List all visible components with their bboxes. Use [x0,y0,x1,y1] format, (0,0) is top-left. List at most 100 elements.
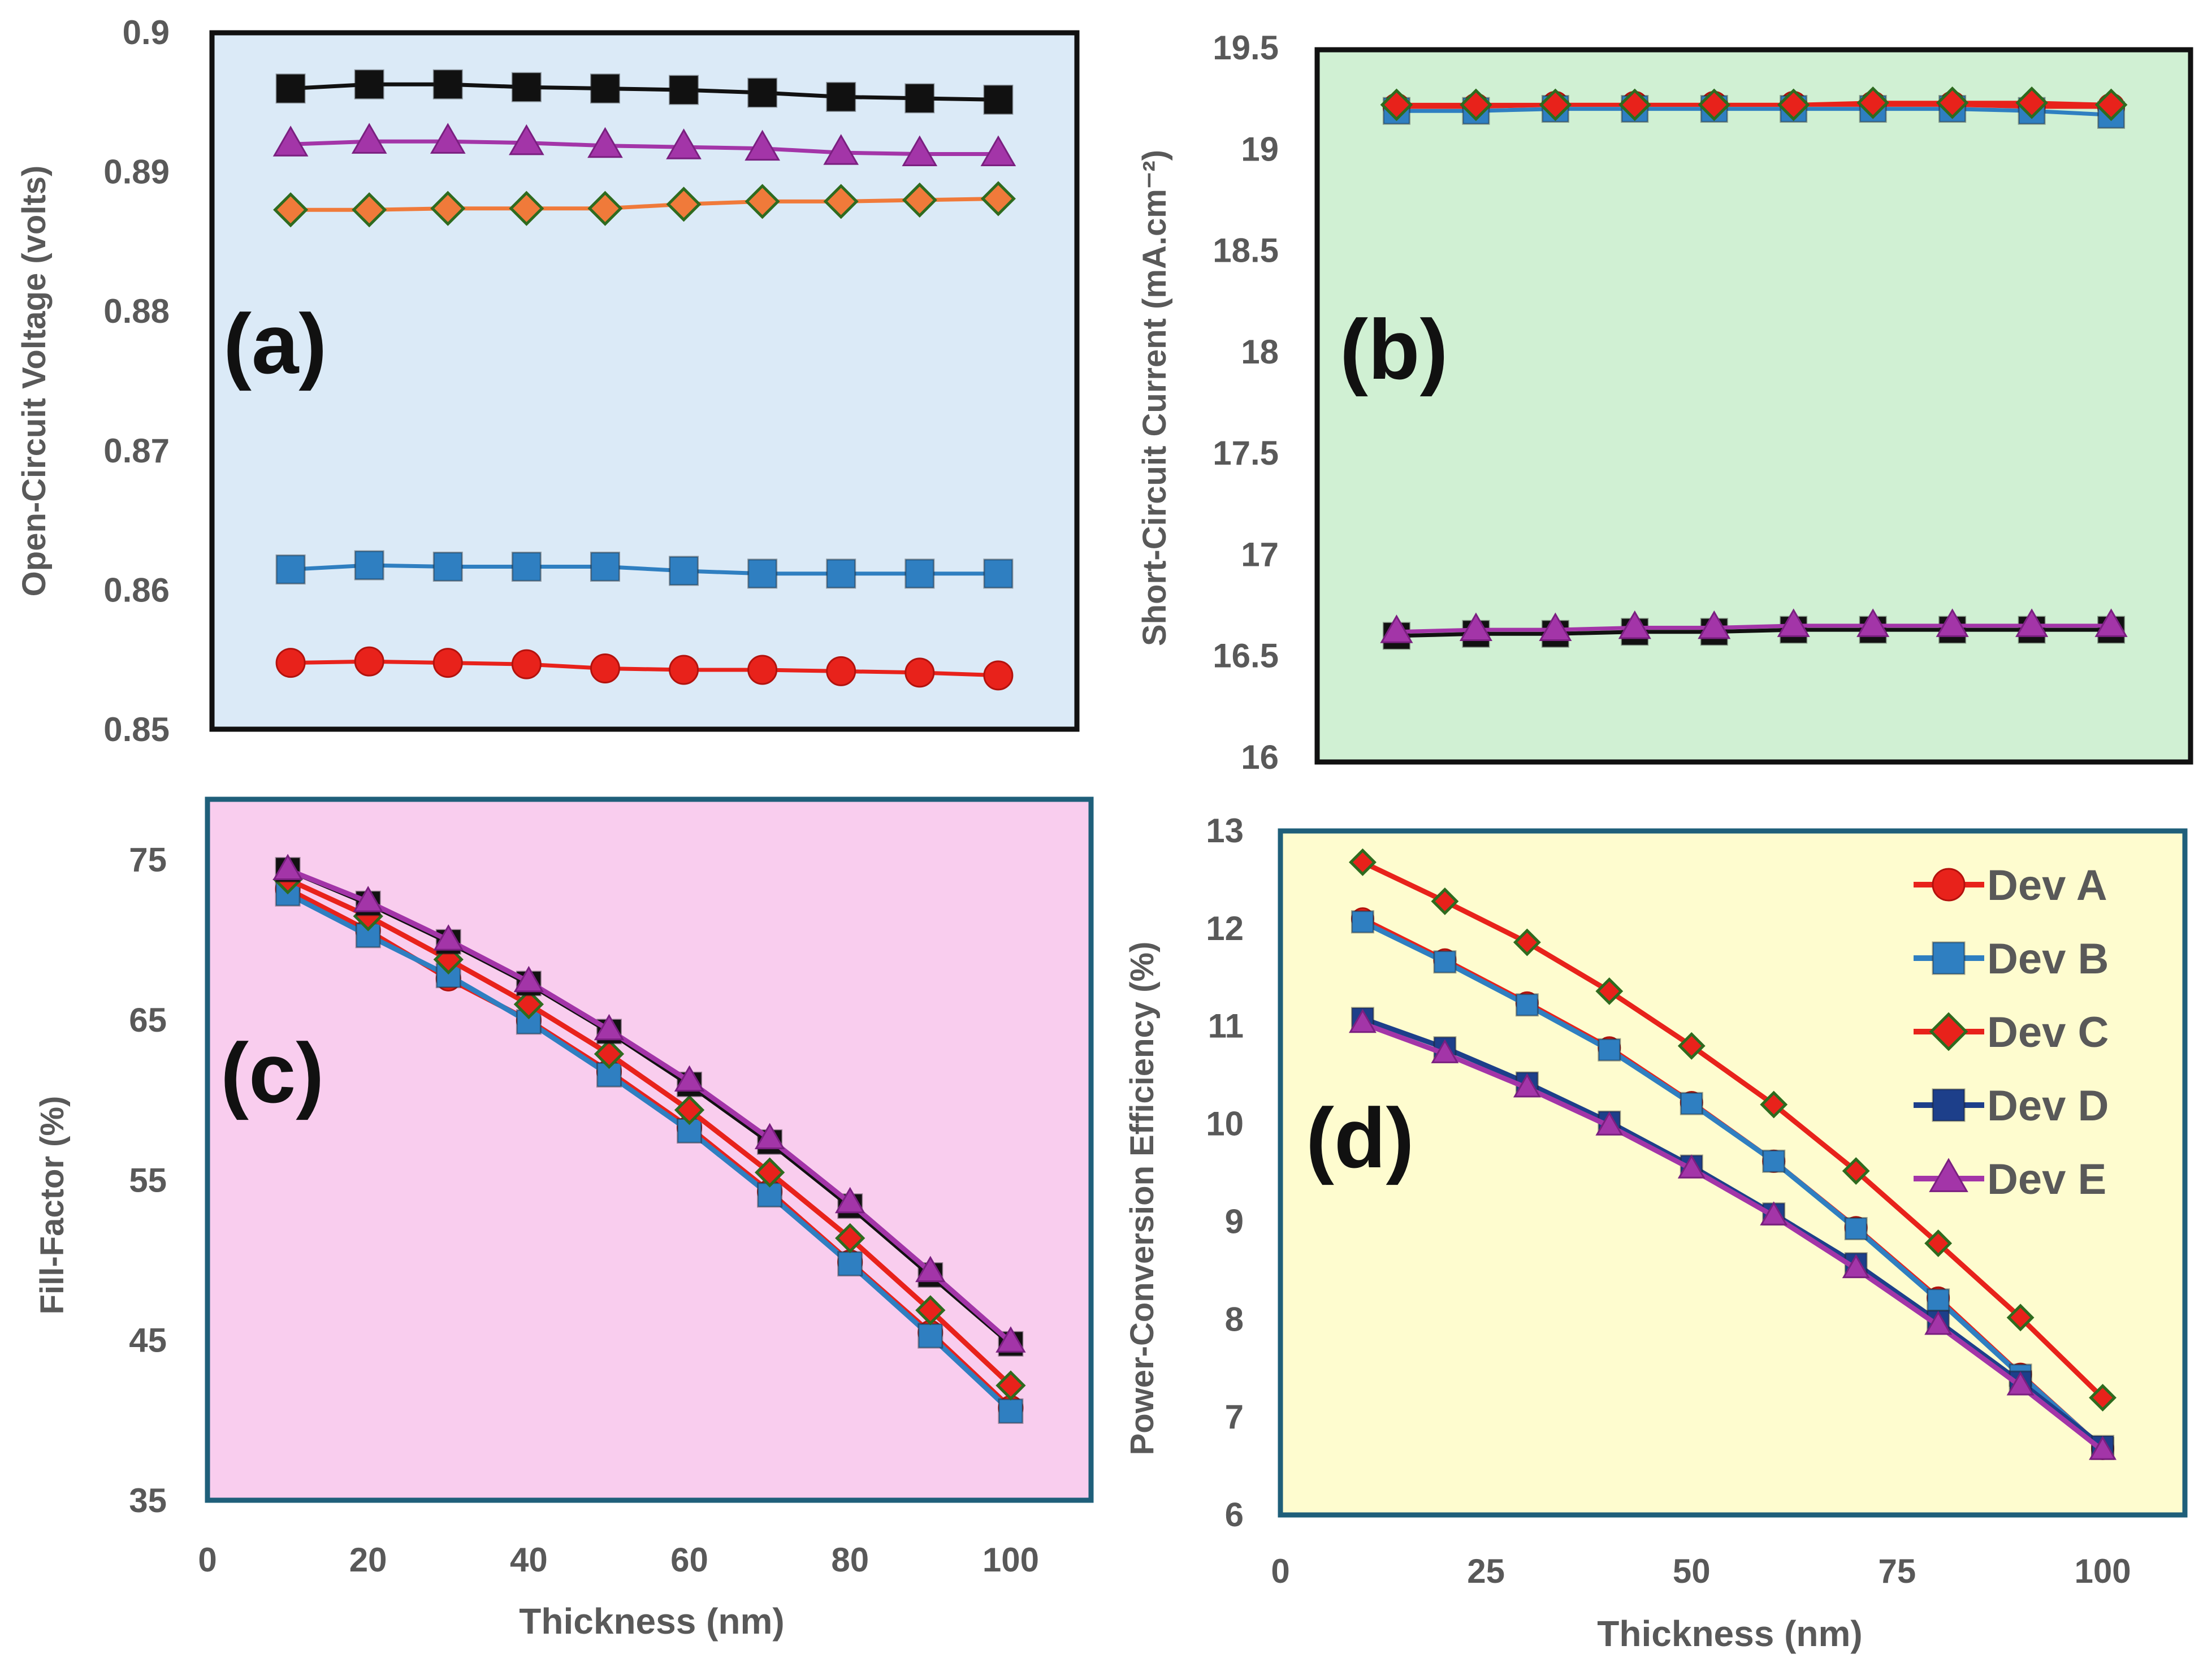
panel-d-x-tick: 50 [1673,1552,1711,1590]
panel-a-point-dev-c [430,190,466,226]
panel-c-point-dev-e [594,1014,625,1041]
panel-b-y-ticks: 16 16.5 17 17.5 18 18.5 19 19.5 [1213,29,1279,776]
panel-b-y-tick: 16.5 [1213,637,1279,675]
panel-c-point-dev-c [755,1157,785,1188]
panel-a-point-dev-b [432,551,463,582]
panel-a-point-dev-b [983,558,1014,589]
panel-c-xlabel: Thickness (nm) [519,1601,784,1642]
panel-b-y-tick: 18 [1241,333,1279,371]
panel-d-point-dev-b [1680,1092,1703,1115]
legend-label-dev-a: Dev A [1987,861,2107,910]
panel-c-point-dev-e [834,1187,865,1214]
panel-c-point-dev-b [917,1323,943,1349]
panel-b-y-tick: 17.5 [1213,434,1279,472]
panel-d-line-dev-e [1361,1021,2105,1453]
panel-d-point-dev-e [1677,1154,1706,1179]
panel-d-point-dev-b [1433,950,1457,974]
panel-d-point-dev-b [1598,1038,1621,1062]
panel-a: Open-Circuit Voltage (volts) (a) 0.850.8… [16,14,1080,748]
panel-a-point-dev-e [980,135,1016,167]
panel-c-point-dev-e [915,1255,946,1283]
panel-a-point-dev-d [826,81,856,112]
panel-a-y-tick: 0.89 [103,153,170,191]
panel-a-point-dev-a [511,649,542,679]
panel-a-point-dev-b [826,558,856,589]
panel-c-x-tick: 60 [670,1541,708,1579]
panel-c-point-dev-e [674,1065,705,1092]
panel-a-point-dev-d [511,72,542,102]
panel-a-point-dev-d [983,84,1014,115]
panel-d-point-dev-c [1760,1090,1788,1119]
panel-d-point-dev-e [1760,1201,1788,1226]
panel-a-point-dev-c [587,190,623,226]
panel-d-point-dev-c [1595,977,1624,1005]
panel-b-point-dev-c [1539,88,1572,122]
panel-b-y-tick: 17 [1241,535,1279,573]
panel-c-line-dev-b [287,891,1012,1413]
panel-a-y-ticks: 0.85 0.86 0.87 0.88 0.89 0.9 [103,14,170,748]
panel-a-point-dev-b [669,556,699,586]
panel-b-series [1380,86,2128,650]
panel-a-point-dev-e [823,134,859,165]
panel-a-point-dev-a [354,646,384,677]
panel-d-point-dev-e [1513,1073,1541,1098]
panel-d-point-dev-c [1349,848,1377,876]
panel-a-point-dev-e [666,128,702,159]
panel-c-point-dev-e [272,854,303,880]
panel-d-point-dev-e [1595,1111,1624,1136]
panel-a-ylabel: Open-Circuit Voltage (volts) [16,166,53,597]
panel-a-point-dev-c [980,181,1016,217]
panel-a-point-dev-a [826,656,856,686]
legend-label-dev-b: Dev B [1987,935,2109,983]
panel-a-point-dev-a [590,653,620,683]
panel-b-point-dev-e [1698,610,1731,639]
panel-d-point-dev-e [2006,1371,2035,1396]
panel-d-point-dev-e [1431,1039,1459,1063]
panel-d-point-dev-b [1515,993,1539,1017]
panel-a-point-dev-d [669,75,699,105]
panel-d-y-tick: 10 [1206,1105,1244,1143]
panel-a-plot-area [209,30,1080,732]
panel-a-point-dev-d [354,69,384,99]
panel-b-y-tick: 19.5 [1213,29,1279,67]
panel-d-y-tick: 13 [1206,812,1244,850]
panel-a-point-dev-e [272,125,309,157]
panel-a-point-dev-d [904,83,935,114]
panel-d-point-dev-c [1513,928,1541,956]
panel-b-y-tick: 18.5 [1213,232,1279,270]
legend-marker-dev-d [1932,1088,1966,1122]
panel-b-point-dev-e [1459,612,1492,641]
panel-a-point-dev-c [352,192,387,228]
panel-d-point-dev-e [1349,1008,1377,1033]
panel-a-point-dev-d [275,73,306,104]
panel-d-legend: Dev A Dev B Dev C Dev D Dev E [1914,861,2109,1203]
legend-marker-dev-e [1929,1158,1968,1192]
panel-c-point-dev-c [996,1370,1026,1401]
panel-b-point-dev-e [2015,608,2049,637]
panel-a-point-dev-a [275,648,306,678]
panel-d-xlabel: Thickness (nm) [1597,1613,1862,1654]
panel-c-point-dev-b [998,1398,1024,1424]
panel-a-label: (a) [223,296,327,391]
panel-a-point-dev-b [354,550,384,581]
panel-b-plot-area [1314,47,2193,765]
panel-b-point-dev-e [1539,612,1572,641]
panel-b-point-dev-e [1936,608,1969,637]
panel-b-point-dev-c [1380,88,1413,122]
panel-a-point-dev-e [902,135,938,167]
panel-d-x-tick: 25 [1467,1552,1505,1590]
panel-b-ylabel: Short-Circuit Current (mA.cm⁻²) [1136,150,1173,646]
panel-c-point-dev-c [513,989,544,1020]
panel-d-point-dev-c [1431,887,1459,915]
panel-a-line-dev-a [291,659,999,678]
panel-c-y-tick: 55 [129,1161,167,1199]
panel-a-point-dev-c [666,187,702,222]
panel-a-point-dev-e [587,127,623,158]
panel-a-point-dev-b [275,554,306,584]
panel-d-ylabel: Power-Conversion Efficiency (%) [1124,942,1161,1456]
panel-d-point-dev-b [1762,1149,1786,1173]
panel-b-line-dev-b [1396,107,2111,117]
panel-d-line-dev-c [1361,860,2105,1400]
panel-d-y-tick: 12 [1206,910,1244,947]
panel-b-y-tick: 19 [1241,130,1279,168]
